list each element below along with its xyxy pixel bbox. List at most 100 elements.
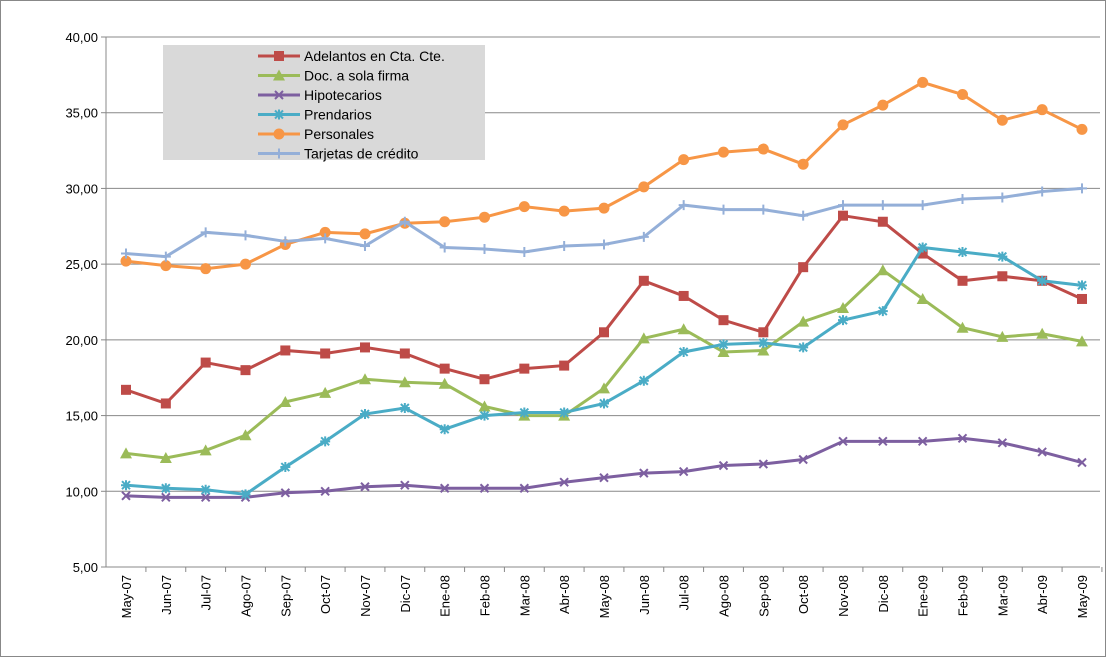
marker xyxy=(718,146,729,158)
marker xyxy=(360,409,370,420)
marker xyxy=(359,373,371,385)
marker xyxy=(798,210,809,221)
marker xyxy=(678,154,690,166)
marker xyxy=(479,211,490,223)
marker xyxy=(240,258,251,270)
marker xyxy=(120,447,132,459)
legend-label: Adelantos en Cta. Cte. xyxy=(304,48,445,64)
marker xyxy=(997,271,1008,282)
x-tick-label: May-07 xyxy=(119,575,134,618)
marker xyxy=(399,348,410,359)
marker xyxy=(718,315,729,326)
marker xyxy=(160,398,171,409)
marker xyxy=(1037,275,1048,286)
marker xyxy=(559,477,569,487)
marker xyxy=(997,438,1008,448)
marker xyxy=(718,204,729,215)
marker xyxy=(718,339,729,350)
y-tick-label: 35,00 xyxy=(65,106,98,121)
marker xyxy=(598,202,610,214)
marker xyxy=(121,384,131,395)
x-tick-label: Abr-09 xyxy=(1035,575,1050,614)
marker xyxy=(1077,183,1087,194)
x-tick-label: Abr-08 xyxy=(557,575,572,614)
marker xyxy=(439,363,450,374)
marker xyxy=(319,386,332,398)
x-tick-label: Ago-08 xyxy=(717,575,732,617)
marker xyxy=(274,109,284,120)
y-tick-label: 20,00 xyxy=(65,333,98,348)
marker xyxy=(199,444,212,456)
marker xyxy=(718,460,729,471)
marker xyxy=(757,143,769,155)
marker xyxy=(280,236,291,247)
legend-label: Hipotecarios xyxy=(304,87,382,103)
marker xyxy=(399,216,410,227)
marker xyxy=(439,483,450,493)
marker xyxy=(280,488,291,498)
y-tick-label: 5,00 xyxy=(73,560,98,575)
marker xyxy=(559,407,570,418)
marker xyxy=(438,377,451,389)
marker xyxy=(678,466,689,477)
marker xyxy=(599,327,609,338)
marker xyxy=(320,233,331,244)
marker xyxy=(877,216,888,227)
marker xyxy=(838,200,848,211)
marker xyxy=(798,342,809,353)
marker xyxy=(877,306,888,317)
marker xyxy=(559,360,570,371)
marker xyxy=(160,251,171,262)
marker xyxy=(798,262,809,273)
marker xyxy=(957,89,968,101)
marker xyxy=(274,90,284,100)
marker xyxy=(599,239,609,250)
marker xyxy=(599,472,609,483)
marker xyxy=(996,330,1009,342)
marker xyxy=(360,482,370,492)
marker xyxy=(360,342,370,353)
marker xyxy=(797,158,809,170)
marker xyxy=(519,407,530,418)
marker xyxy=(200,484,211,495)
marker xyxy=(1037,447,1047,457)
marker xyxy=(160,483,171,494)
x-tick-label: Jun-07 xyxy=(159,575,174,615)
marker xyxy=(240,489,251,500)
marker xyxy=(519,363,530,374)
x-tick-label: Dic-07 xyxy=(398,575,413,613)
marker xyxy=(400,480,410,490)
legend-label: Doc. a sola firma xyxy=(304,68,409,84)
marker xyxy=(877,99,889,111)
marker xyxy=(996,114,1008,126)
marker xyxy=(160,260,172,272)
marker xyxy=(1077,280,1087,291)
legend-label: Tarjetas de crédito xyxy=(304,146,419,162)
marker xyxy=(677,323,690,335)
marker xyxy=(1037,186,1048,197)
marker xyxy=(159,451,172,463)
marker xyxy=(957,247,968,258)
marker xyxy=(1077,293,1087,304)
marker xyxy=(758,327,769,338)
x-tick-label: Oct-08 xyxy=(796,575,811,614)
marker xyxy=(758,204,769,215)
marker xyxy=(479,483,490,493)
marker xyxy=(878,436,888,447)
x-tick-label: Sep-07 xyxy=(278,575,293,617)
marker xyxy=(121,491,131,501)
marker xyxy=(439,216,451,228)
marker xyxy=(1076,123,1088,135)
marker xyxy=(439,424,450,435)
legend-label: Personales xyxy=(304,126,374,142)
x-tick-label: Dic-08 xyxy=(876,575,891,613)
marker xyxy=(398,376,411,388)
marker xyxy=(120,255,132,267)
marker xyxy=(798,454,808,465)
marker xyxy=(200,492,211,503)
marker xyxy=(399,403,410,413)
marker xyxy=(638,231,649,242)
marker xyxy=(319,226,331,238)
marker xyxy=(360,240,370,251)
marker xyxy=(240,230,251,241)
